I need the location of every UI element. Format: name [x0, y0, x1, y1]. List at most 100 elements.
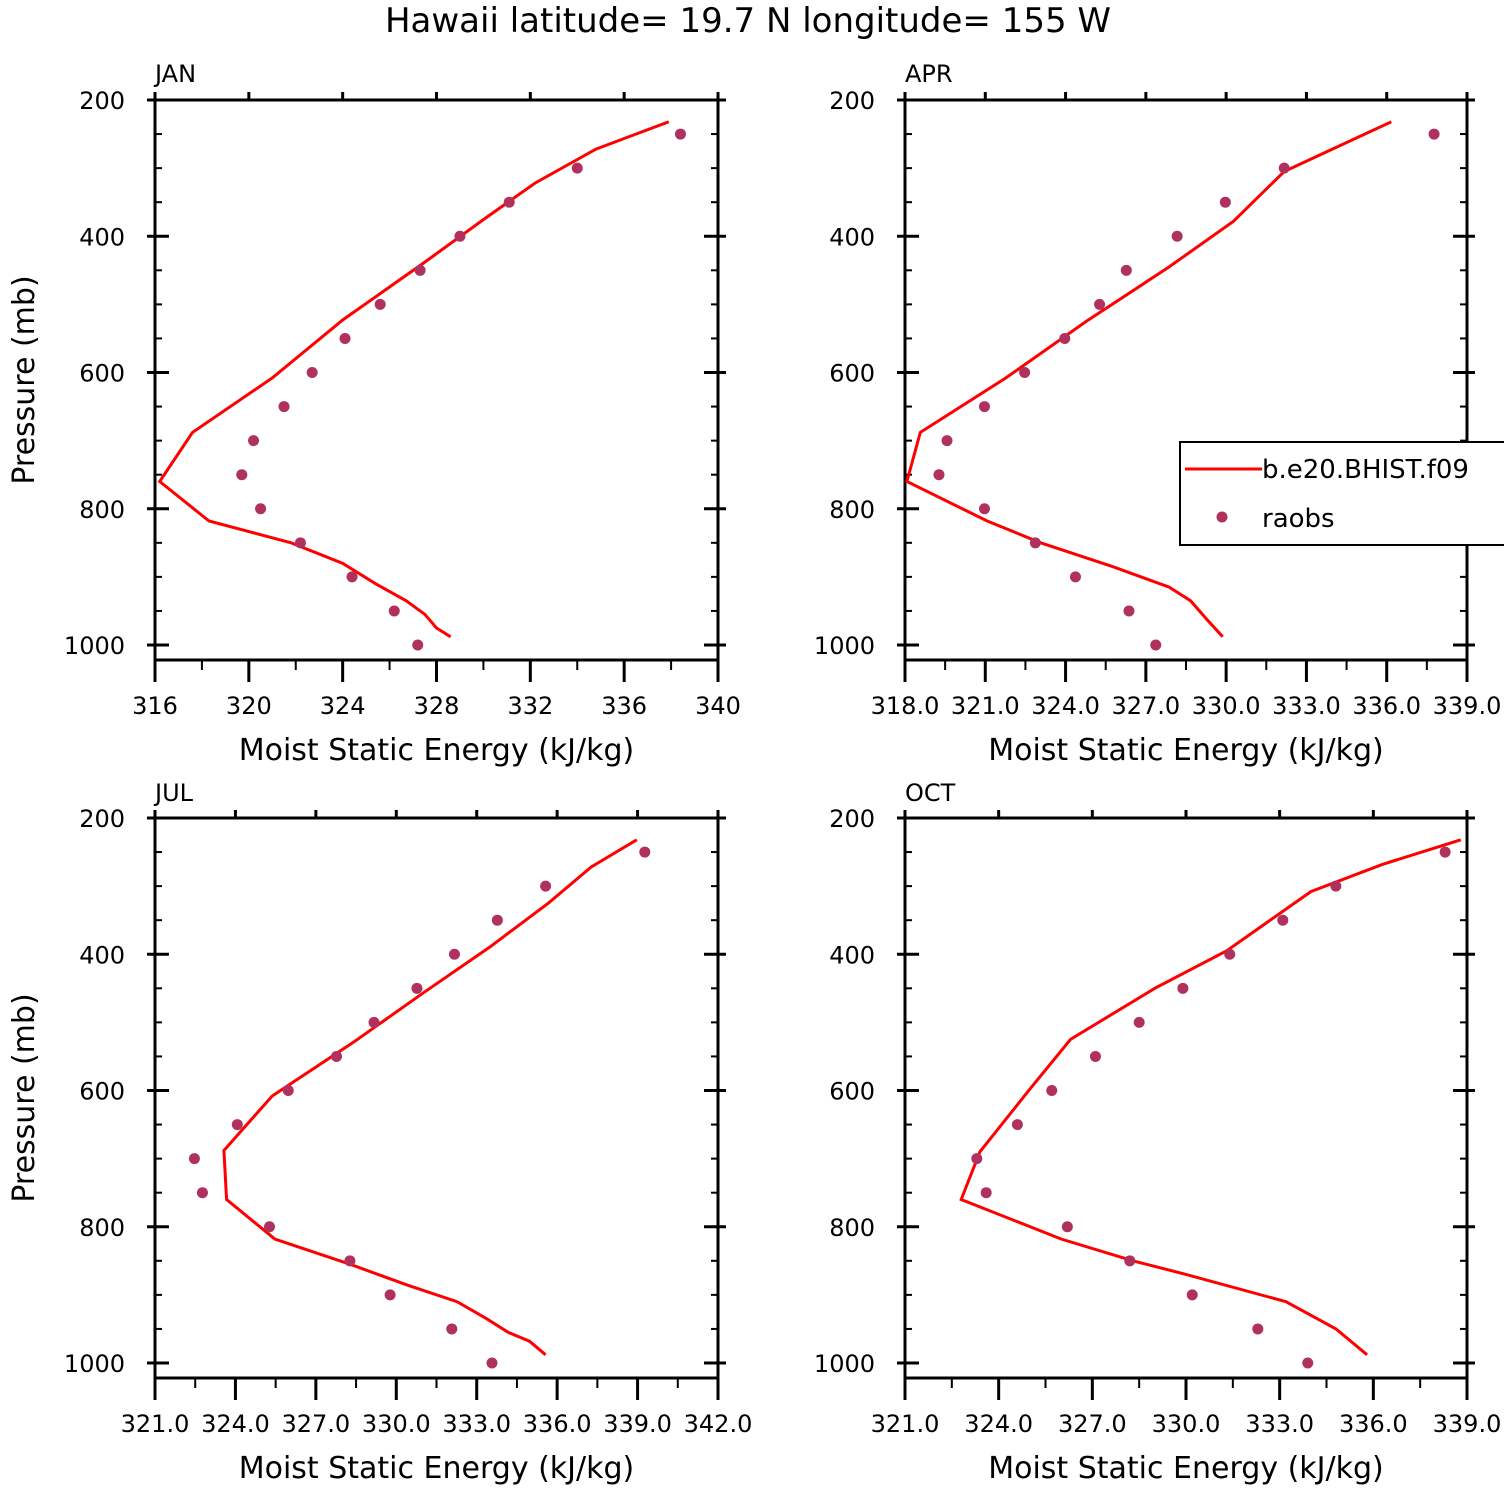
- y-tick-label: 1000: [814, 1350, 875, 1378]
- obs-point: [282, 1085, 294, 1096]
- obs-point: [1302, 1357, 1314, 1369]
- y-tick-label: 400: [79, 223, 125, 251]
- y-tick-label: 800: [829, 1214, 875, 1242]
- obs-point: [236, 469, 248, 481]
- x-tick-label: 324: [320, 692, 366, 720]
- obs-point: [306, 367, 318, 378]
- x-tick-label: 327.0: [1111, 692, 1180, 720]
- x-tick-label: 324.0: [1031, 692, 1100, 720]
- obs-point: [384, 1289, 396, 1301]
- y-tick-label: 600: [829, 1078, 875, 1106]
- panel-jan: JAN 200 400 600 800 1000 316 320 324 328 332 336 34…: [7, 60, 741, 768]
- x-tick-label: 336.0: [1339, 1410, 1408, 1438]
- obs-point: [374, 298, 386, 310]
- x-tick-label: 324.0: [201, 1410, 270, 1438]
- obs-point: [1089, 1050, 1101, 1062]
- x-tick-label: 327.0: [281, 1410, 350, 1438]
- obs-point: [411, 982, 423, 994]
- obs-point: [448, 948, 460, 960]
- y-tick-label: 600: [829, 360, 875, 388]
- y-tick-label: 800: [829, 496, 875, 524]
- obs-point: [674, 128, 686, 140]
- obs-point: [414, 264, 426, 276]
- obs-point: [941, 435, 953, 447]
- panel-label: JAN: [153, 60, 196, 88]
- x-axis-label: Moist Static Energy (kJ/kg): [988, 733, 1384, 768]
- obs-point: [1011, 1119, 1023, 1131]
- y-tick-label: 1000: [64, 632, 125, 660]
- x-tick-label: 339.0: [1433, 1410, 1502, 1438]
- obs-point: [446, 1323, 458, 1335]
- y-axis-label: Pressure (mb): [7, 993, 42, 1202]
- obs-point: [196, 1187, 208, 1199]
- obs-point: [331, 1050, 343, 1062]
- obs-point: [571, 162, 583, 174]
- x-tick-label: 333.0: [1245, 1410, 1314, 1438]
- x-tick-label: 321.0: [871, 1410, 940, 1438]
- obs-point: [980, 1187, 992, 1199]
- obs-point: [486, 1357, 498, 1369]
- y-tick-label: 1000: [64, 1350, 125, 1378]
- model-line: [157, 120, 670, 639]
- x-tick-label: 333.0: [442, 1410, 511, 1438]
- legend-box: [1179, 441, 1504, 546]
- obs-point: [454, 230, 466, 242]
- x-axis-label: Moist Static Energy (kJ/kg): [239, 1451, 635, 1486]
- obs-point: [1061, 1221, 1073, 1233]
- model-line: [905, 120, 1392, 638]
- obs-point: [346, 571, 358, 583]
- obs-point: [491, 914, 503, 926]
- obs-point: [1177, 982, 1189, 994]
- panel-label: APR: [905, 60, 953, 88]
- obs-point: [278, 401, 290, 413]
- x-tick-label: 342.0: [684, 1410, 753, 1438]
- y-tick-label: 400: [829, 223, 875, 251]
- y-tick-label: 400: [79, 941, 125, 969]
- x-tick-label: 316: [132, 692, 178, 720]
- y-tick-label: 800: [79, 496, 125, 524]
- panel-apr: APR 200 400 600 800 1000 318.0 321.0 324.0 327.0…: [814, 60, 1501, 768]
- obs-point: [1171, 230, 1183, 242]
- y-tick-label: 200: [829, 805, 875, 833]
- obs-point: [933, 469, 945, 481]
- figure-title: Hawaii latitude= 19.7 N longitude= 155 W: [385, 1, 1111, 41]
- x-tick-label: 330.0: [1192, 692, 1261, 720]
- obs-point: [1124, 1255, 1136, 1267]
- obs-point: [1150, 639, 1162, 651]
- y-tick-label: 600: [79, 360, 125, 388]
- obs-point: [188, 1153, 200, 1165]
- obs-point: [1219, 196, 1231, 208]
- obs-point: [412, 639, 424, 651]
- x-tick-label: 327.0: [1058, 1410, 1127, 1438]
- x-tick-label: 340: [695, 692, 741, 720]
- panel-label: JUL: [153, 779, 194, 807]
- x-tick-label: 330.0: [1152, 1410, 1221, 1438]
- x-tick-label: 339.0: [1433, 692, 1502, 720]
- x-tick-label: 339.0: [603, 1410, 672, 1438]
- obs-point: [344, 1255, 356, 1267]
- obs-point: [339, 332, 351, 344]
- obs-point: [1069, 571, 1081, 583]
- obs-point: [1123, 605, 1135, 617]
- obs-point: [1277, 914, 1289, 926]
- obs-point: [1059, 332, 1071, 344]
- x-tick-label: 321.0: [951, 692, 1020, 720]
- obs-point: [294, 537, 306, 549]
- obs-point: [503, 196, 515, 208]
- x-tick-label: 318.0: [871, 692, 940, 720]
- obs-point: [1046, 1085, 1058, 1096]
- x-tick-label: 324.0: [964, 1410, 1033, 1438]
- legend: b.e20.BHIST.f09 raobs: [1179, 441, 1504, 546]
- obs-point: [1019, 367, 1031, 378]
- obs-point: [255, 503, 267, 515]
- obs-point: [1029, 537, 1041, 549]
- y-tick-label: 1000: [814, 632, 875, 660]
- obs-point: [1278, 162, 1290, 174]
- y-tick-label: 600: [79, 1078, 125, 1106]
- obs-point: [1120, 264, 1132, 276]
- x-tick-label: 336.0: [523, 1410, 592, 1438]
- obs-point: [1224, 948, 1236, 960]
- y-tick-label: 200: [829, 87, 875, 115]
- x-tick-label: 336: [601, 692, 647, 720]
- x-axis-label: Moist Static Energy (kJ/kg): [988, 1451, 1384, 1486]
